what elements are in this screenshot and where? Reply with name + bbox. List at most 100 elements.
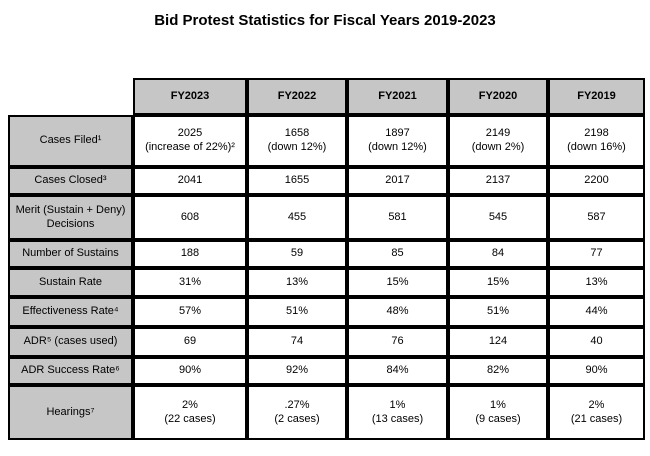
cell-value: 74: [290, 335, 304, 348]
cell-value: 44%: [585, 305, 608, 318]
table-row: ADR⁵ (cases used) 69 74 76 124 40: [8, 327, 645, 357]
row-label-sustain-rate: Sustain Rate: [8, 268, 133, 297]
bid-protest-statistics-table: FY2023 FY2022 FY2021 FY2020 FY2019 Cases…: [8, 78, 645, 440]
table-cell: 84: [448, 240, 548, 268]
cell-value: 77: [590, 247, 603, 260]
table-cell: 587: [548, 195, 645, 240]
table-cell: 2149 (down 2%): [448, 115, 548, 167]
table-cell: 84%: [347, 357, 448, 385]
table-cell: 48%: [347, 297, 448, 327]
cell-value: 59: [290, 247, 304, 260]
column-header-fy2019: FY2019: [548, 78, 645, 115]
cell-value: 57%: [178, 305, 202, 318]
table-cell: 69: [133, 327, 247, 357]
cell-value: 581: [388, 210, 407, 223]
row-label-merit-decisions: Merit (Sustain + Deny) Decisions: [8, 195, 133, 240]
cell-value: 2025: [177, 127, 203, 140]
cell-value: 84: [491, 247, 505, 260]
cell-note: (down 12%): [267, 141, 327, 153]
cell-value: 13%: [285, 275, 309, 288]
cell-note: (13 cases): [371, 412, 424, 425]
cell-value: 51%: [285, 305, 309, 318]
table-cell: 59: [247, 240, 347, 268]
table-cell: 1% (9 cases): [448, 385, 548, 440]
row-label-adr-success-rate: ADR Success Rate⁶: [8, 357, 133, 385]
table-cell: 2% (21 cases): [548, 385, 645, 440]
table-cell: 188: [133, 240, 247, 268]
row-label-cases-filed: Cases Filed¹: [8, 115, 133, 167]
table-cell: 581: [347, 195, 448, 240]
corner-spacer: [8, 78, 133, 115]
row-label-adr-cases-used: ADR⁵ (cases used): [8, 327, 133, 357]
cell-value: 13%: [585, 275, 608, 288]
cell-value: 2%: [588, 398, 605, 411]
row-label-effectiveness-rate: Effectiveness Rate⁴: [8, 297, 133, 327]
cell-value: 2041: [177, 174, 203, 187]
cell-value: 1897: [385, 127, 410, 140]
cell-note: (increase of 22%)²: [145, 141, 235, 153]
table-cell: 92%: [247, 357, 347, 385]
table-cell: 608: [133, 195, 247, 240]
table-cell: 13%: [548, 268, 645, 297]
table-cell: 51%: [448, 297, 548, 327]
cell-note: (9 cases): [475, 412, 521, 425]
cell-value: 124: [488, 335, 508, 348]
table-row: Sustain Rate 31% 13% 15% 15% 13%: [8, 268, 645, 297]
cell-value: 2149: [485, 127, 511, 140]
cell-value: 1%: [490, 398, 506, 411]
table-cell: 74: [247, 327, 347, 357]
cell-value: 2137: [485, 174, 511, 187]
cell-note: (21 cases): [570, 412, 623, 425]
cell-value: 82%: [486, 364, 510, 377]
table-cell: 15%: [347, 268, 448, 297]
cell-note: (down 12%): [368, 141, 427, 153]
table-row: Merit (Sustain + Deny) Decisions 608 455…: [8, 195, 645, 240]
table-cell: 2017: [347, 167, 448, 195]
cell-value: 48%: [386, 305, 409, 318]
cell-value: 1655: [284, 174, 310, 187]
table-cell: 1897 (down 12%): [347, 115, 448, 167]
cell-value: 15%: [486, 275, 510, 288]
table-cell: 76: [347, 327, 448, 357]
cell-note: (22 cases): [164, 412, 216, 425]
cell-value: 2200: [584, 174, 609, 187]
table-row: Cases Filed¹ 2025 (increase of 22%)² 1658…: [8, 115, 645, 167]
table-cell: 44%: [548, 297, 645, 327]
column-header-fy2022: FY2022: [247, 78, 347, 115]
table-cell: 57%: [133, 297, 247, 327]
row-label-hearings: Hearings⁷: [8, 385, 133, 440]
table-row: ADR Success Rate⁶ 90% 92% 84% 82% 90%: [8, 357, 645, 385]
table-cell: 2041: [133, 167, 247, 195]
cell-value: 2017: [385, 174, 410, 187]
column-header-fy2020: FY2020: [448, 78, 548, 115]
table-cell: 1% (13 cases): [347, 385, 448, 440]
table-row: Hearings⁷ 2% (22 cases) .27% (2 cases) 1%(…: [8, 385, 645, 440]
table-cell: 455: [247, 195, 347, 240]
table-cell: 1655: [247, 167, 347, 195]
cell-value: 84%: [386, 364, 409, 377]
cell-value: 51%: [486, 305, 510, 318]
cell-note: (2 cases): [274, 412, 320, 425]
cell-value: 587: [587, 210, 606, 223]
cell-value: 15%: [386, 275, 409, 288]
cell-value: 1%: [389, 398, 406, 411]
cell-value: 455: [287, 210, 307, 223]
table-cell: 13%: [247, 268, 347, 297]
table-cell: 2025 (increase of 22%)²: [133, 115, 247, 167]
page-title: Bid Protest Statistics for Fiscal Years …: [154, 12, 496, 29]
cell-value: 40: [590, 335, 603, 348]
cell-value: 85: [391, 247, 404, 260]
header-row: FY2023 FY2022 FY2021 FY2020 FY2019: [8, 78, 645, 115]
table-cell: 2200: [548, 167, 645, 195]
cell-value: 188: [180, 247, 200, 260]
table-cell: 82%: [448, 357, 548, 385]
table-cell: 2137: [448, 167, 548, 195]
cell-value: 608: [180, 210, 200, 223]
row-label-number-of-sustains: Number of Sustains: [8, 240, 133, 268]
cell-value: 92%: [285, 364, 309, 377]
cell-value: 2198: [584, 127, 609, 140]
cell-value: 69: [183, 335, 197, 348]
table-cell: 2% (22 cases): [133, 385, 247, 440]
table-cell: 124: [448, 327, 548, 357]
cell-value: 31%: [178, 275, 202, 288]
